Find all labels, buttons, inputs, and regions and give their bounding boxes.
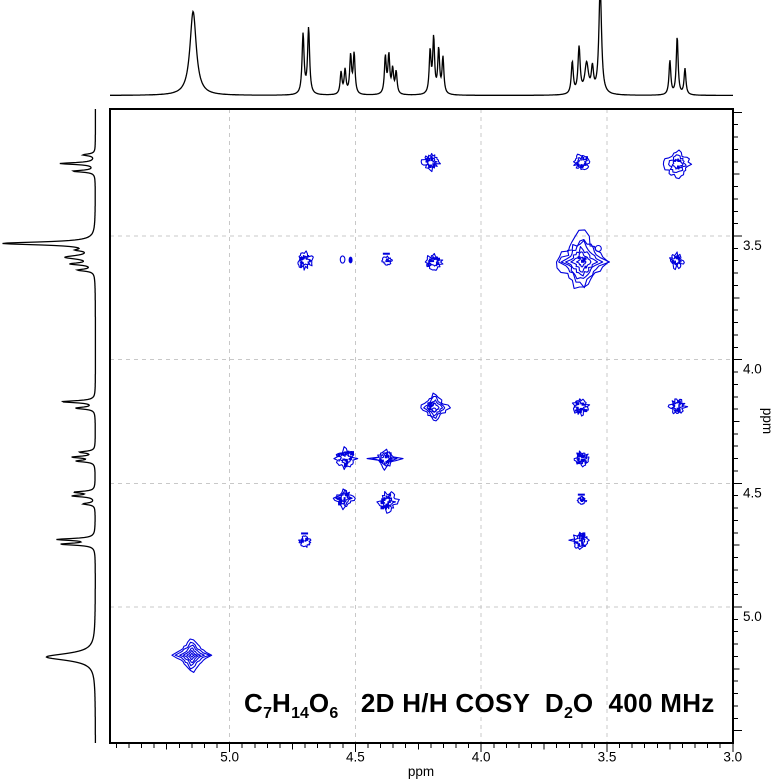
spectrum-title: C7H14O6 2D H/H COSY D2O 400 MHz	[244, 688, 715, 723]
cross-peak	[333, 446, 359, 471]
y-axis-unit-label: ppm	[760, 408, 775, 434]
title-segment: 6	[329, 705, 339, 722]
title-segment: 14	[291, 705, 309, 722]
diagonal-peak	[662, 149, 693, 180]
plot-frame	[109, 108, 734, 744]
title-segment: O	[308, 688, 330, 718]
diagonal-peak	[332, 488, 356, 511]
cross-peak	[568, 531, 590, 550]
cross-peak	[667, 398, 689, 415]
cross-peak	[376, 490, 400, 514]
diagonal-peak	[366, 448, 404, 471]
x-tick-label: 3.5	[598, 750, 617, 765]
y-tick-label: 3.5	[743, 238, 762, 253]
cross-peak	[576, 493, 588, 505]
cross-peak	[424, 252, 444, 271]
diagonal-peak	[420, 392, 451, 422]
diagonal-peak	[171, 638, 213, 673]
cross-peak	[420, 152, 441, 173]
y-axis: 3.5 4.0 4.5 5.0 ppm	[734, 111, 775, 732]
y-tick-label: 4.5	[743, 485, 762, 500]
x-tick-label: 4.0	[472, 750, 491, 765]
x-axis-unit-label: ppm	[408, 764, 434, 779]
y-tick-label: 4.0	[743, 362, 762, 377]
title-segment: O 400 MHz	[572, 688, 715, 718]
title-segment: 2D H/H COSY D	[338, 688, 564, 718]
plot-frame-rect	[109, 108, 734, 744]
cross-peak	[339, 255, 353, 264]
title-segment: C	[244, 688, 264, 718]
x-tick-label: 5.0	[220, 750, 239, 765]
cross-peak	[572, 153, 591, 171]
y-tick-label: 5.0	[743, 609, 762, 624]
x-tick-label: 4.5	[346, 750, 365, 765]
left-trace-path	[2, 109, 97, 743]
title-segment: 2	[563, 705, 573, 722]
cross-peak	[573, 450, 590, 468]
cross-peak	[669, 251, 685, 271]
cross-peak	[297, 250, 314, 271]
x-axis: 5.0 4.5 4.0 3.5 3.0 ppm	[115, 744, 742, 779]
cross-peak	[571, 398, 591, 417]
top-1d-trace	[110, 0, 733, 97]
top-trace-path	[110, 0, 733, 97]
title-segment: 7	[263, 705, 272, 722]
diagonal-peak	[555, 229, 611, 290]
cross-peak	[381, 252, 393, 266]
diagonal-peak	[298, 532, 312, 548]
contour-peaks	[171, 149, 693, 673]
x-tick-label: 3.0	[723, 750, 742, 765]
left-1d-trace	[2, 109, 97, 743]
gridlines	[110, 109, 733, 743]
title-segment: H	[271, 688, 292, 718]
